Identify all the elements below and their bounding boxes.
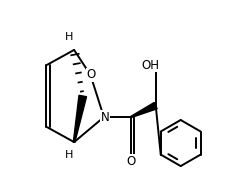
Polygon shape <box>130 103 157 118</box>
Text: N: N <box>100 111 109 124</box>
Polygon shape <box>73 95 86 142</box>
Text: O: O <box>127 155 136 168</box>
Text: OH: OH <box>141 59 159 72</box>
Text: O: O <box>87 68 96 81</box>
Text: H: H <box>65 32 74 42</box>
Text: H: H <box>65 150 74 160</box>
